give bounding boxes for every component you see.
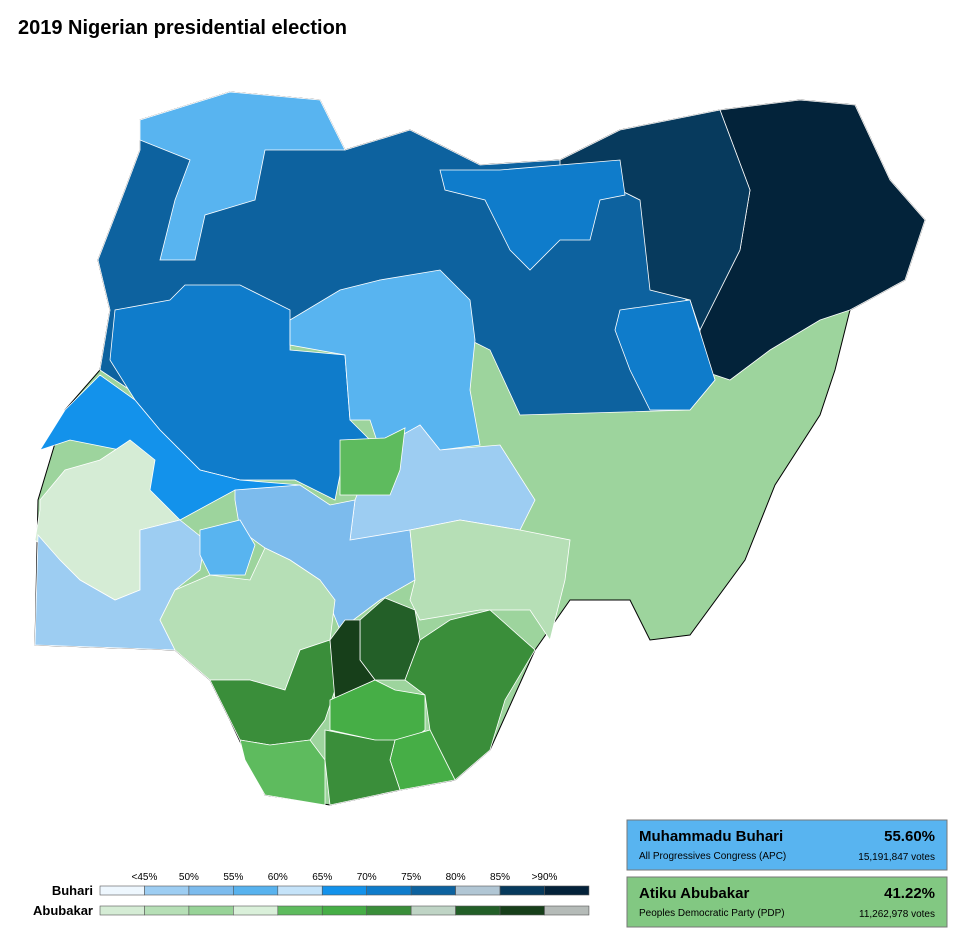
candidates: Muhammadu Buhari 55.60% All Progressives C…	[626, 819, 948, 928]
legend-swatch	[277, 885, 323, 896]
candidate-name: Muhammadu Buhari	[639, 828, 783, 845]
legend-row-name: Buhari	[52, 883, 93, 898]
candidate-party: All Progressives Congress (APC)	[639, 851, 786, 862]
region	[239, 739, 326, 806]
candidate-votes: 11,262,978 votes	[859, 909, 935, 920]
legend-label: 70%	[357, 872, 377, 883]
candidate-party: Peoples Democratic Party (PDP)	[639, 908, 785, 919]
legend-swatch	[144, 885, 190, 896]
candidate-box	[626, 876, 948, 928]
legend-swatch	[366, 905, 412, 916]
region	[614, 299, 716, 411]
region	[339, 427, 406, 496]
legend-row-name: Abubakar	[33, 903, 93, 918]
candidate-box	[626, 819, 948, 871]
legend-swatch	[366, 885, 412, 896]
legend-swatch	[410, 885, 456, 896]
candidate-percent: 41.22%	[884, 885, 935, 902]
region	[329, 679, 426, 746]
legend-label: >90%	[532, 872, 558, 883]
legend-swatch	[455, 885, 501, 896]
legend-label: 60%	[268, 872, 288, 883]
legend-label: <45%	[132, 872, 158, 883]
legend-swatch	[321, 905, 368, 916]
region	[409, 519, 571, 641]
map	[34, 91, 926, 806]
legend-swatch	[233, 885, 279, 896]
legend-label: 50%	[179, 872, 199, 883]
legend-swatch	[233, 905, 279, 916]
legend-label: 55%	[223, 872, 243, 883]
legend-swatch	[99, 905, 145, 916]
legend-swatch	[455, 905, 501, 916]
legend-swatch	[499, 885, 545, 896]
region	[199, 519, 256, 576]
legend-label: 65%	[312, 872, 332, 883]
legend-swatch	[321, 885, 368, 896]
legend-label: 85%	[490, 872, 510, 883]
legend-label: 80%	[446, 872, 466, 883]
legend-swatch	[544, 885, 590, 896]
legend-swatch	[188, 905, 234, 916]
legend-swatch	[410, 905, 456, 916]
region	[439, 159, 626, 271]
region	[324, 729, 401, 806]
legend-swatch	[188, 885, 234, 896]
region	[139, 91, 346, 261]
candidate-votes: 15,191,847 votes	[858, 852, 935, 863]
candidate-name: Atiku Abubakar	[639, 885, 749, 902]
region	[404, 609, 536, 781]
legend-label: 75%	[401, 872, 421, 883]
legend: <45% 50% 55% 60% 65% 70% 75% 80% 85% >90% Buhari Ab…	[33, 872, 590, 918]
legend-swatch	[99, 885, 145, 896]
legend-swatch	[544, 905, 590, 916]
map-title: 2019 Nigerian presidential election	[18, 17, 347, 39]
candidate-percent: 55.60%	[884, 828, 935, 845]
legend-swatch	[277, 905, 323, 916]
legend-swatch	[499, 905, 545, 916]
legend-swatch	[144, 905, 190, 916]
region	[289, 269, 481, 451]
